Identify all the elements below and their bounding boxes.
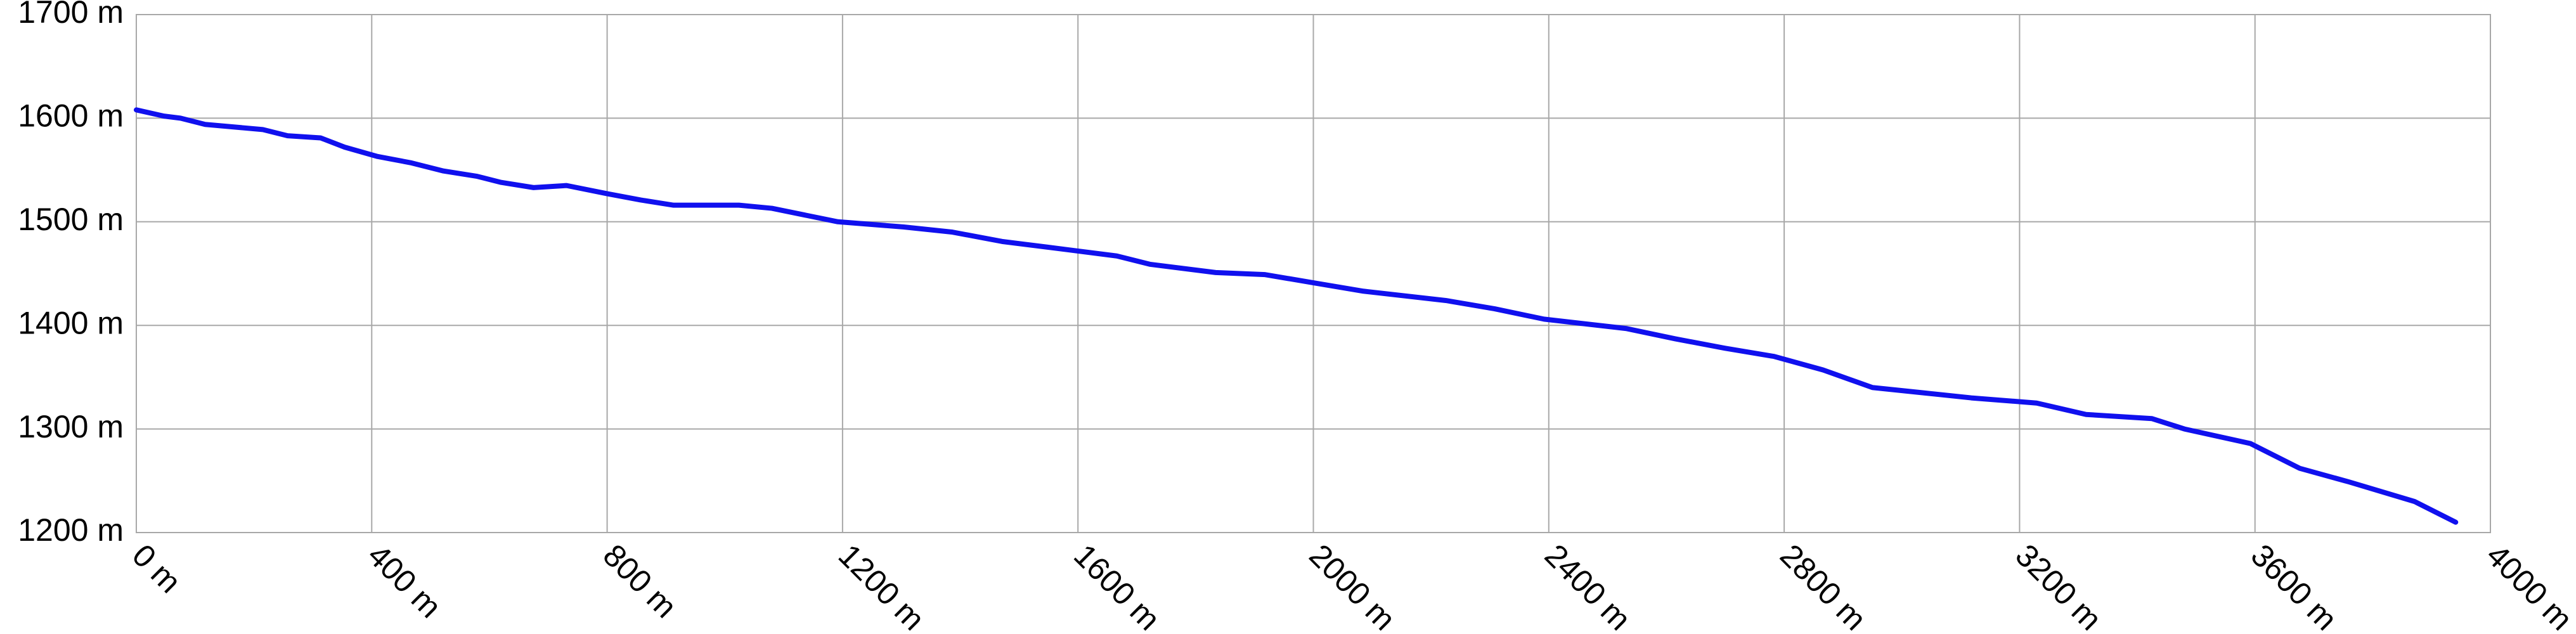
y-tick-label: 1300 m — [18, 409, 124, 444]
x-tick-label: 400 m — [361, 538, 448, 625]
x-tick-label: 0 m — [126, 538, 188, 600]
y-tick-label: 1200 m — [18, 512, 124, 548]
x-tick-label: 3200 m — [2009, 538, 2109, 634]
y-tick-label: 1600 m — [18, 98, 124, 134]
x-tick-label: 4000 m — [2480, 538, 2576, 634]
x-tick-label: 2000 m — [1302, 538, 1402, 634]
y-tick-label: 1400 m — [18, 305, 124, 340]
x-tick-label: 800 m — [596, 538, 683, 625]
elevation-line — [134, 107, 2459, 525]
x-tick-label: 2400 m — [1538, 538, 1638, 634]
y-tick-label: 1500 m — [18, 202, 124, 237]
y-tick-label: 1700 m — [18, 0, 124, 30]
x-tick-label: 1600 m — [1067, 538, 1167, 634]
x-tick-label: 2800 m — [1773, 538, 1874, 634]
x-tick-label: 3600 m — [2244, 538, 2345, 634]
x-tick-label: 1200 m — [832, 538, 932, 634]
